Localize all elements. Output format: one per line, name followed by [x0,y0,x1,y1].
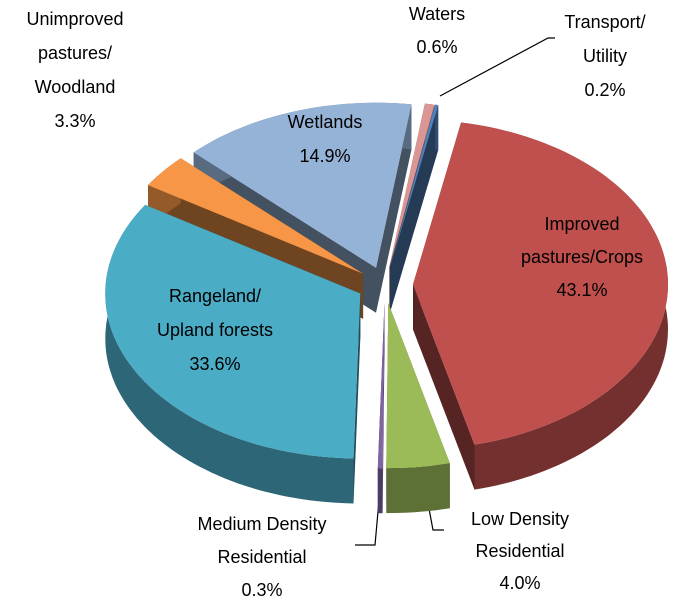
slice-label: Wetlands [288,112,363,132]
slice [413,122,668,490]
slice-side [376,104,412,313]
slice-label: Medium Density Residential [197,514,326,567]
slice-side [413,284,475,490]
slice [377,303,385,469]
slice [193,102,412,268]
slice-label: Waters [409,4,465,24]
value-label: 14.9% [299,146,350,166]
value-label: 4.0% [499,573,540,593]
slice [386,303,450,514]
slice-side [390,105,439,313]
slice-label: Transport/Utility [564,12,645,66]
leader-line [355,477,382,546]
slice-side [105,204,354,504]
slice [377,303,385,514]
slice-label: Low Density Residential [471,509,569,561]
value-label: 33.6% [189,354,240,374]
slice-label: Rangeland/Upland forests [157,286,273,340]
slice [413,122,668,445]
slice-label: Unimproved pastures/Woodland [26,9,123,97]
slice [386,303,450,469]
slice-side [435,104,439,151]
slice [389,103,435,267]
slice [105,204,361,459]
slice [390,104,439,268]
slice [390,104,439,313]
slice [105,204,361,504]
value-label: 3.3% [54,111,95,131]
slice-side [386,463,450,514]
slice-side [377,468,383,514]
value-label: 0.3% [241,580,282,600]
slice-label: Improved pastures/Crops [521,214,643,267]
value-label: 0.6% [416,37,457,57]
slice [148,158,364,274]
value-label: 43.1% [556,280,607,300]
slice-side [353,293,361,504]
value-label: 0.2% [584,80,625,100]
leader-line [439,37,555,97]
